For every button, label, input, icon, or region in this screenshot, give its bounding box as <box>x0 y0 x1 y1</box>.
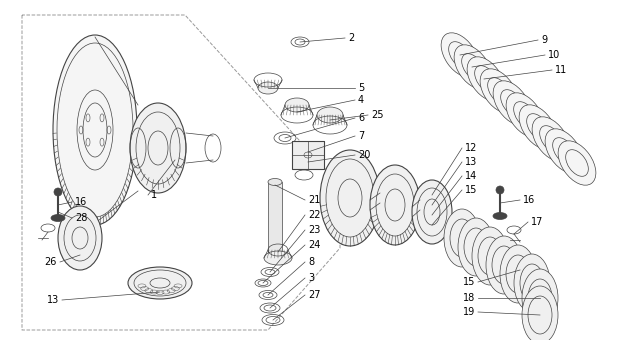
Text: 21: 21 <box>308 195 320 205</box>
Ellipse shape <box>441 33 479 77</box>
Text: 3: 3 <box>308 273 314 283</box>
Text: 28: 28 <box>75 213 87 223</box>
Text: 15: 15 <box>463 277 475 287</box>
Ellipse shape <box>514 254 550 312</box>
Text: 18: 18 <box>463 293 475 303</box>
Text: 5: 5 <box>358 83 364 93</box>
Text: 1: 1 <box>151 190 157 200</box>
Text: 23: 23 <box>308 225 320 235</box>
Text: 20: 20 <box>358 150 370 160</box>
Text: 14: 14 <box>465 171 477 181</box>
Ellipse shape <box>264 251 292 265</box>
Bar <box>268 182 282 258</box>
Text: 26: 26 <box>44 257 57 267</box>
Ellipse shape <box>58 206 102 270</box>
Ellipse shape <box>258 82 278 94</box>
Ellipse shape <box>51 215 65 221</box>
Text: 25: 25 <box>371 110 384 120</box>
Text: 4: 4 <box>358 95 364 105</box>
Ellipse shape <box>53 35 137 225</box>
Circle shape <box>496 186 504 194</box>
Ellipse shape <box>472 227 508 285</box>
Text: 27: 27 <box>308 290 321 300</box>
Ellipse shape <box>370 165 420 245</box>
Ellipse shape <box>532 117 570 161</box>
Ellipse shape <box>522 286 558 340</box>
Ellipse shape <box>558 141 596 185</box>
Bar <box>292 141 324 169</box>
Text: 22: 22 <box>308 210 321 220</box>
Text: 13: 13 <box>47 295 59 305</box>
Circle shape <box>54 188 62 196</box>
Ellipse shape <box>467 57 505 101</box>
Text: 2: 2 <box>348 33 354 43</box>
Ellipse shape <box>268 255 282 261</box>
Text: 12: 12 <box>465 143 477 153</box>
Ellipse shape <box>77 90 113 170</box>
Ellipse shape <box>519 105 557 149</box>
Text: 9: 9 <box>541 35 547 45</box>
Ellipse shape <box>285 98 309 112</box>
Ellipse shape <box>317 107 343 123</box>
Text: 16: 16 <box>523 195 535 205</box>
Ellipse shape <box>320 150 380 246</box>
Ellipse shape <box>493 81 531 125</box>
Ellipse shape <box>545 129 583 173</box>
Ellipse shape <box>500 245 536 303</box>
Ellipse shape <box>522 269 558 327</box>
Text: 16: 16 <box>75 197 87 207</box>
Text: 6: 6 <box>358 113 364 123</box>
Text: 19: 19 <box>463 307 475 317</box>
Ellipse shape <box>130 103 186 193</box>
Ellipse shape <box>444 209 480 267</box>
Text: 7: 7 <box>358 131 364 141</box>
Text: 8: 8 <box>308 257 314 267</box>
Ellipse shape <box>412 180 452 244</box>
Text: 11: 11 <box>555 65 567 75</box>
Ellipse shape <box>506 93 544 137</box>
Ellipse shape <box>128 267 192 299</box>
Text: 15: 15 <box>465 185 477 195</box>
Ellipse shape <box>458 218 494 276</box>
Text: 17: 17 <box>531 217 543 227</box>
Ellipse shape <box>480 69 518 113</box>
Text: 13: 13 <box>465 157 477 167</box>
Ellipse shape <box>454 45 492 89</box>
Ellipse shape <box>486 236 522 294</box>
Ellipse shape <box>493 212 507 220</box>
Text: 10: 10 <box>548 50 561 60</box>
Text: 24: 24 <box>308 240 320 250</box>
Ellipse shape <box>268 178 282 186</box>
